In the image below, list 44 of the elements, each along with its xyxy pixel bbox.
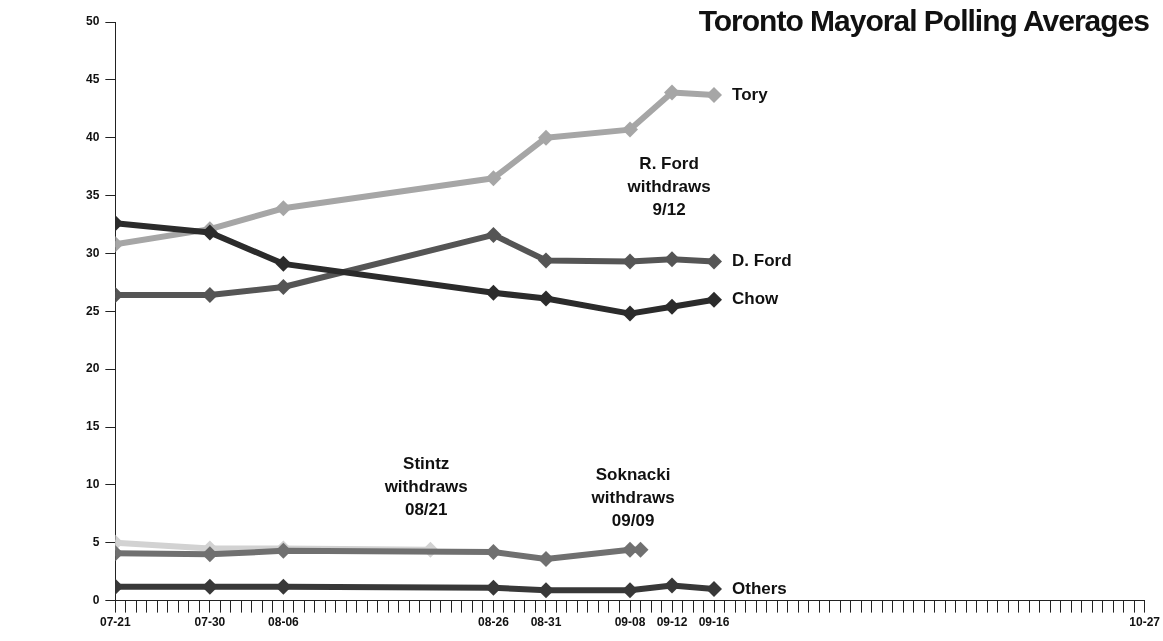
x-tick-label: 09-16 [698, 615, 730, 630]
point [706, 86, 723, 103]
point [275, 255, 292, 272]
point [622, 121, 638, 138]
series-label: D. Ford [732, 251, 792, 271]
y-tick-label: 45 [85, 72, 100, 87]
x-tick-label: 09-12 [656, 615, 688, 630]
y-tick-label: 5 [92, 535, 100, 550]
x-tick-label: 07-30 [194, 615, 226, 630]
x-tick-label: 10-27 [1129, 615, 1161, 630]
point [706, 581, 723, 598]
point [622, 253, 638, 270]
y-tick-label: 50 [85, 14, 100, 29]
chart-title: Toronto Mayoral Polling Averages [698, 4, 1149, 38]
annotation: Soknacki withdraws 09/09 [590, 464, 675, 530]
x-tick-label: 07-21 [100, 615, 132, 630]
point [537, 129, 554, 146]
series-label: Tory [732, 84, 769, 104]
point [275, 200, 292, 217]
point [664, 298, 681, 315]
y-tick-label: 35 [85, 187, 100, 202]
point [622, 582, 638, 599]
y-tick-label: 10 [85, 477, 100, 492]
y-tick-label: 20 [85, 361, 100, 376]
annotation: R. Ford withdraws 9/12 [626, 154, 711, 220]
annotation: Stintz withdraws 08/21 [383, 453, 468, 519]
point [275, 279, 292, 295]
series-label: Others [732, 578, 787, 598]
y-tick-label: 40 [85, 130, 100, 145]
point [706, 253, 723, 270]
x-tick-label: 08-26 [478, 615, 510, 630]
series-label: Chow [732, 289, 780, 309]
point [622, 305, 638, 322]
x-tick-label: 08-31 [530, 615, 562, 630]
point [485, 284, 502, 301]
point [485, 226, 502, 243]
y-tick-label: 25 [85, 303, 100, 318]
y-tick-label: 15 [85, 419, 100, 434]
y-tick-label: 30 [85, 245, 100, 260]
point [537, 252, 554, 269]
x-tick-label: 08-06 [268, 615, 300, 630]
point [706, 291, 723, 308]
y-tick-label: 0 [92, 592, 100, 607]
x-tick-label: 09-08 [614, 615, 646, 630]
